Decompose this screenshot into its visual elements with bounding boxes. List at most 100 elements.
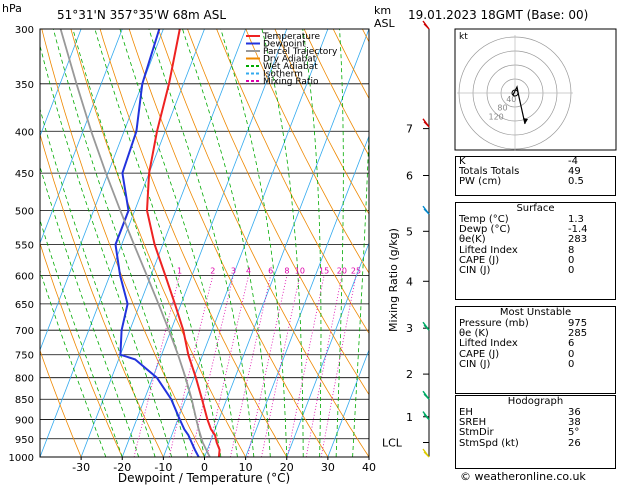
x-tick-label: -30 <box>72 461 90 474</box>
index-label: CAPE (J) <box>459 254 500 266</box>
index-label: Dewp (°C) <box>459 224 511 236</box>
km-tick-label: 1 <box>406 411 413 424</box>
pressure-unit: hPa <box>2 2 22 15</box>
basic-row: Totals Totals 49 <box>456 166 615 178</box>
km-tick-label: 7 <box>406 123 413 136</box>
mixing-ratio-line <box>168 275 214 457</box>
unstable-row: Lifted Index 6 <box>456 339 615 349</box>
index-value: 0 <box>568 264 575 276</box>
dry-adiabat-line <box>187 29 369 396</box>
index-label: EH <box>459 407 473 418</box>
isotherm-line <box>286 241 369 457</box>
mixing-ratio-line <box>286 275 325 457</box>
x-tick-label: 30 <box>321 461 335 474</box>
lcl-label: LCL <box>382 437 403 450</box>
mixing-ratio-label: 8 <box>284 266 289 275</box>
hodograph-title: Hodograph <box>507 396 564 407</box>
pressure-tick-label: 550 <box>15 241 34 252</box>
isotherm-line <box>163 29 329 457</box>
location-label: 51°31'N 357°35'W 68m ASL <box>57 8 226 22</box>
index-label: Lifted Index <box>459 338 518 350</box>
legend-label: Dewpoint <box>263 40 306 50</box>
pressure-tick-label: 950 <box>15 435 34 446</box>
dry-adiabat-line <box>157 29 369 457</box>
index-value: -4 <box>568 156 578 167</box>
isotherm-line <box>40 29 82 138</box>
index-value: 49 <box>568 166 581 178</box>
wind-barb <box>423 23 430 30</box>
x-tick-label: -20 <box>113 461 131 474</box>
dry-adiabat-line <box>70 29 246 457</box>
dry-adiabat-line <box>128 29 329 457</box>
mixing-ratio-line <box>206 275 249 457</box>
wind-barb <box>423 208 430 215</box>
index-label: StmDir <box>459 427 494 439</box>
hodo-row: SREH 38 <box>456 417 615 429</box>
index-label: Pressure (mb) <box>459 318 529 329</box>
index-value: 975 <box>568 318 588 329</box>
series-temperature <box>145 29 221 457</box>
indices-most-unstable: Most Unstable Pressure (mb) 975 θe (K) 285 L… <box>455 306 616 394</box>
mixing-ratio-line <box>305 275 343 457</box>
index-label: θe(K) <box>459 234 486 246</box>
index-label: CIN (J) <box>459 358 491 370</box>
index-label: Lifted Index <box>459 244 518 256</box>
dry-adiabat-line <box>303 29 369 157</box>
surface-title: Surface <box>516 203 555 214</box>
wet-adiabat-line <box>148 29 255 457</box>
pressure-tick-label: 800 <box>15 374 34 385</box>
surface-row: Temp (°C) 1.3 <box>456 214 615 225</box>
index-value: 36 <box>568 407 581 418</box>
dry-adiabat-line <box>99 29 288 457</box>
km-tick-label: 3 <box>406 322 413 335</box>
unstable-row: θe (K) 285 <box>456 328 615 339</box>
isotherm-line <box>40 29 123 245</box>
credit-text: © weatheronline.co.uk <box>460 470 586 483</box>
unstable-row: CIN (J) 0 <box>456 358 615 370</box>
dry-adiabat-line <box>245 29 369 274</box>
surface-row: CIN (J) 0 <box>456 264 615 276</box>
x-tick-label: 40 <box>362 461 376 474</box>
index-label: Totals Totals <box>459 166 520 178</box>
dry-adiabat-line <box>274 29 369 215</box>
wet-adiabat-line <box>182 29 271 457</box>
isotherm-line <box>327 348 369 457</box>
x-tick-label: 20 <box>280 461 294 474</box>
index-value: 0 <box>568 348 575 360</box>
wind-barb <box>423 451 430 458</box>
index-value: 5° <box>568 427 580 439</box>
index-value: 26 <box>568 437 581 449</box>
mixing-ratio-line <box>247 275 288 457</box>
wet-adiabat-line <box>40 218 123 457</box>
mixing-ratio-line <box>190 275 234 457</box>
hodograph-ring-label: 120 <box>489 113 504 122</box>
basic-row: PW (cm) 0.5 <box>456 177 615 187</box>
wet-adiabat-line <box>94 29 222 457</box>
index-label: Temp (°C) <box>459 214 509 225</box>
pressure-tick-label: 350 <box>15 80 34 91</box>
km-tick-label: 2 <box>406 368 413 381</box>
chart-grid <box>40 29 369 457</box>
asl-unit: ASL <box>374 17 396 30</box>
chart-axes: 1 2 3 4 6 8 10 15 20 2530035040045050055060065070… <box>9 20 430 474</box>
wind-barb <box>423 414 430 420</box>
mixing-ratio-label: 10 <box>295 266 305 275</box>
index-label: K <box>459 156 466 167</box>
index-label: SREH <box>459 417 487 429</box>
hodograph-arrow <box>523 118 528 124</box>
wet-adiabat-line <box>335 29 344 457</box>
wet-adiabat-line <box>302 29 322 457</box>
mixing-ratio-label: 15 <box>319 266 329 275</box>
dry-adiabat-line <box>40 132 164 457</box>
chart-curves <box>59 29 221 457</box>
pressure-tick-label: 1000 <box>9 453 34 464</box>
hodograph-storm-marker <box>511 89 519 97</box>
index-value: 1.3 <box>568 214 584 225</box>
wet-adiabat-line <box>261 29 304 457</box>
index-value: 38 <box>568 417 581 429</box>
surface-row: Lifted Index 8 <box>456 244 615 256</box>
pressure-tick-label: 400 <box>15 127 34 138</box>
